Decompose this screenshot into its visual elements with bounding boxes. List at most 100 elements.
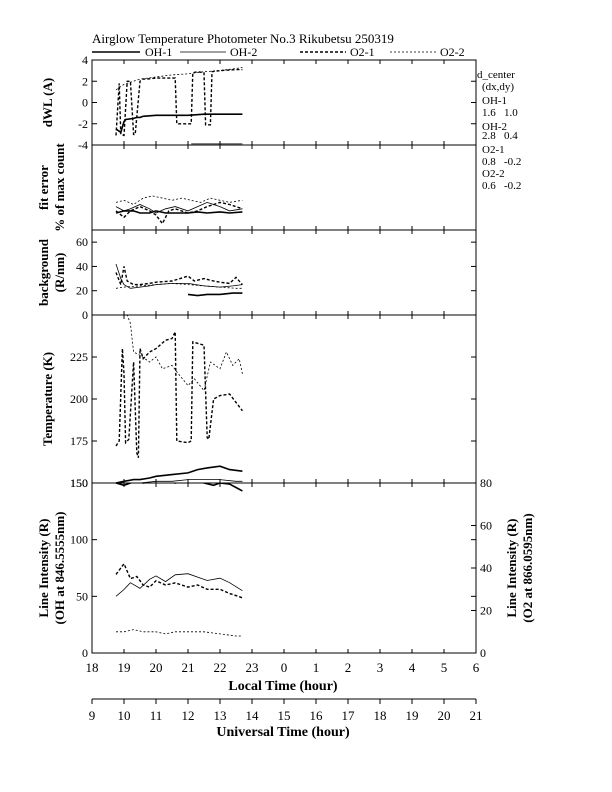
local-tick-label: 20	[150, 660, 163, 675]
y2-axis-label: (O2 at 866.0595nm)	[520, 513, 535, 622]
y-tick-label: 200	[70, 392, 88, 406]
local-tick-label: 5	[441, 660, 448, 675]
y-axis-label: Temperature (K)	[40, 352, 55, 446]
side-info-value-oh-1: 1.6 1.0	[482, 107, 518, 119]
local-tick-label: 2	[345, 660, 352, 675]
side-info-title: d_center	[477, 69, 515, 81]
ut-tick-label: 12	[182, 708, 195, 723]
side-info-value-o2-1: 0.8 -0.2	[482, 156, 521, 168]
y-tick-label: 40	[76, 259, 88, 273]
series-oh-1	[115, 210, 243, 214]
y2-tick-label: 40	[480, 561, 492, 575]
ut-tick-label: 10	[118, 708, 131, 723]
y-tick-label: -2	[78, 117, 88, 131]
series-o2-1	[115, 562, 243, 599]
panel-fit-error: fit error% of max count	[36, 143, 477, 232]
y-axis-label: Line Intensity (R)	[36, 519, 51, 618]
y-axis-label: background	[36, 238, 51, 306]
panel-frame	[91, 482, 477, 654]
series-oh-1	[115, 483, 243, 492]
series-o2-2	[115, 67, 243, 91]
ut-tick-label: 20	[438, 708, 451, 723]
series-oh-1	[115, 465, 243, 483]
side-info-value-oh-2: 2.8 0.4	[482, 130, 518, 142]
series-oh-2	[115, 573, 243, 597]
y-tick-label: 0	[82, 308, 88, 322]
y-tick-label: 225	[70, 350, 88, 364]
legend-label-o2-2: O2-2	[440, 45, 465, 59]
y2-tick-label: 0	[480, 646, 486, 660]
y-tick-label: 60	[76, 235, 88, 249]
y2-tick-label: 60	[480, 519, 492, 533]
legend-label-oh-2: OH-2	[230, 45, 257, 59]
local-tick-label: 23	[246, 660, 259, 675]
panel-frame	[91, 229, 477, 316]
side-info: d_center (dx,dy) OH-1 1.6 1.0 OH-2 2.8 0…	[477, 69, 521, 192]
local-tick-label: 18	[86, 660, 99, 675]
series-oh-2	[136, 479, 243, 483]
figure-title: Airglow Temperature Photometer No.3 Riku…	[92, 31, 394, 46]
side-info-value-o2-2: 0.6 -0.2	[482, 180, 521, 192]
series-oh-2	[115, 201, 243, 214]
y-tick-label: 2	[82, 74, 88, 88]
ut-tick-label: 17	[342, 708, 356, 723]
y-axis-label: (R/nm)	[52, 253, 67, 293]
y-tick-label: 20	[76, 284, 88, 298]
universal-time-label: Universal Time (hour)	[216, 725, 350, 740]
side-info-name-o2-2: O2-2	[482, 168, 505, 180]
series-oh-1	[187, 292, 243, 297]
series-o2-2	[116, 629, 243, 637]
local-tick-label: 0	[281, 660, 288, 675]
legend: OH-1 OH-2 O2-1 O2-2	[92, 45, 465, 59]
ut-tick-label: 16	[310, 708, 324, 723]
side-info-name-oh-1: OH-1	[482, 95, 507, 107]
legend-label-o2-1: O2-1	[350, 45, 375, 59]
bottom-axes: 18 19 20 21 22 23 0 1 2 3 4 5 69 10 11 12 13 14 15 16 17 18 19…	[86, 660, 483, 723]
ut-tick-label: 19	[406, 708, 419, 723]
y-axis-label: fit error	[36, 165, 51, 210]
series-o2-2	[126, 315, 243, 392]
y-tick-label: 4	[82, 53, 88, 67]
ut-tick-label: 11	[150, 708, 163, 723]
side-info-name-o2-1: O2-1	[482, 144, 505, 156]
local-tick-label: 1	[313, 660, 320, 675]
side-info-name-oh-2: OH-2	[482, 121, 507, 133]
y-tick-label: -4	[78, 138, 88, 152]
panel-background: 0 20 40 60 background (R/nm)	[36, 229, 477, 322]
y-tick-label: 175	[70, 434, 88, 448]
y-tick-label: 100	[70, 533, 88, 547]
local-tick-label: 6	[473, 660, 480, 675]
local-tick-label: 19	[118, 660, 131, 675]
ut-tick-label: 21	[470, 708, 483, 723]
series-o2-2	[115, 195, 243, 205]
local-tick-label: 21	[182, 660, 195, 675]
y-axis-label: dWL (A)	[40, 78, 55, 127]
local-time-label: Local Time (hour)	[228, 679, 337, 694]
series-o2-1	[115, 331, 243, 459]
y-axis-label: (OH at 846.5555nm)	[52, 511, 67, 624]
y2-tick-label: 80	[480, 476, 492, 490]
y-axis-label: % of max count	[52, 143, 67, 232]
y-tick-label: 150	[70, 476, 88, 490]
y2-tick-label: 20	[480, 604, 492, 618]
y-tick-label: 150	[70, 476, 88, 490]
side-info-subtitle: (dx,dy)	[482, 81, 514, 93]
local-tick-label: 22	[214, 660, 227, 675]
ut-tick-label: 15	[278, 708, 291, 723]
panel-frame	[91, 59, 477, 146]
local-tick-label: 4	[409, 660, 416, 675]
panel-frame	[91, 314, 477, 484]
ut-tick-label: 13	[214, 708, 227, 723]
local-tick-label: 3	[377, 660, 384, 675]
panel-dwl: -4 -2 0 2 4 dWL (A)	[40, 53, 477, 152]
ut-tick-label: 9	[89, 708, 96, 723]
series-o2-1	[115, 68, 243, 137]
ut-tick-label: 14	[246, 708, 260, 723]
ut-tick-label: 18	[374, 708, 387, 723]
panel-temperature: 150 175 200 225 Temperature (K)	[40, 314, 477, 490]
series-o2-1	[115, 266, 243, 288]
y-tick-label: 50	[76, 589, 88, 603]
panels: -4 -2 0 2 4 dWL (A) fit error% of max count 0 20…	[36, 53, 535, 660]
